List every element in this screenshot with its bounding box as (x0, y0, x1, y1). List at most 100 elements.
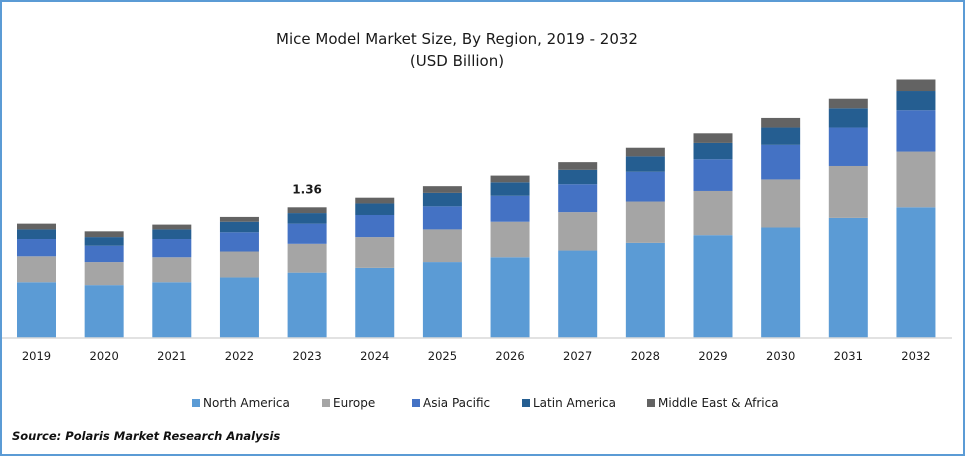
bar-segment-latin-america-2027 (558, 169, 598, 185)
bar-segment-europe-2029 (693, 190, 733, 236)
bar-segment-latin-america-2032 (896, 91, 936, 111)
legend-swatch (522, 399, 530, 407)
bar-segment-asia-pacific-2021 (152, 239, 192, 258)
x-tick-label: 2025 (428, 349, 457, 363)
legend-label: Middle East & Africa (658, 396, 779, 410)
bar-segment-europe-2025 (422, 229, 462, 263)
bar-segment-asia-pacific-2024 (355, 214, 395, 238)
bar-segment-middle-east-africa-2030 (761, 117, 801, 128)
source-note: Source: Polaris Market Research Analysis (12, 429, 281, 443)
bar-segment-latin-america-2023 (287, 213, 327, 224)
bar-segment-north-america-2025 (422, 262, 462, 338)
bar-segment-middle-east-africa-2028 (625, 147, 665, 157)
bar-segment-latin-america-2029 (693, 142, 733, 160)
legend-swatch (192, 399, 200, 407)
bar-segment-middle-east-africa-2031 (828, 98, 868, 109)
x-tick-label: 2031 (834, 349, 863, 363)
x-tick-label: 2023 (292, 349, 321, 363)
bar-segment-middle-east-africa-2019 (17, 223, 56, 230)
bar-segment-north-america-2021 (152, 282, 192, 338)
bar-segment-europe-2023 (287, 243, 327, 273)
bar-segment-north-america-2031 (828, 217, 868, 338)
bar-segment-europe-2024 (355, 237, 395, 268)
bar-segment-asia-pacific-2023 (287, 223, 327, 244)
bar-segment-middle-east-africa-2024 (355, 197, 395, 204)
bar-segment-europe-2031 (828, 165, 868, 218)
bar-segment-middle-east-africa-2020 (84, 231, 124, 238)
chart-subtitle: (USD Billion) (410, 52, 504, 70)
bar-segment-middle-east-africa-2027 (558, 162, 598, 170)
bar-segment-asia-pacific-2028 (625, 171, 665, 202)
x-tick-label: 2030 (766, 349, 795, 363)
bar-segment-europe-2028 (625, 201, 665, 243)
bar-segment-middle-east-africa-2025 (422, 186, 462, 193)
bar-segment-europe-2020 (84, 262, 124, 286)
bar-segment-north-america-2029 (693, 235, 733, 338)
bar-segment-latin-america-2030 (761, 127, 801, 145)
legend-swatch (647, 399, 655, 407)
legend-label: Europe (333, 396, 375, 410)
legend-label: Latin America (533, 396, 616, 410)
bar-segment-middle-east-africa-2029 (693, 133, 733, 143)
bar-segment-asia-pacific-2019 (17, 239, 56, 257)
bar-segment-europe-2022 (219, 251, 259, 278)
bar-segment-north-america-2022 (219, 277, 259, 338)
bar-segment-asia-pacific-2026 (490, 195, 530, 222)
data-label: 1.36 (292, 182, 322, 196)
x-tick-label: 2026 (495, 349, 524, 363)
legend-swatch (322, 399, 330, 407)
bar-segment-middle-east-africa-2032 (896, 79, 936, 92)
legend-item: Asia Pacific (412, 396, 490, 410)
bar-segment-north-america-2020 (84, 285, 124, 338)
bar-segment-middle-east-africa-2026 (490, 175, 530, 183)
bar-segment-asia-pacific-2029 (693, 159, 733, 191)
x-tick-label: 2019 (22, 349, 51, 363)
bar-segment-latin-america-2028 (625, 156, 665, 172)
x-tick-label: 2021 (157, 349, 186, 363)
legend-item: North America (192, 396, 290, 410)
bar-segment-north-america-2019 (17, 282, 56, 338)
bar-segment-asia-pacific-2027 (558, 184, 598, 213)
bar-segment-latin-america-2031 (828, 108, 868, 128)
x-tick-label: 2020 (90, 349, 119, 363)
legend-label: North America (203, 396, 290, 410)
legend-swatch (412, 399, 420, 407)
bar-segment-asia-pacific-2022 (219, 232, 259, 252)
bar-segment-asia-pacific-2025 (422, 206, 462, 230)
bar-segment-latin-america-2020 (84, 237, 124, 246)
x-tick-label: 2032 (901, 349, 930, 363)
bar-segment-asia-pacific-2030 (761, 144, 801, 180)
bar-segment-asia-pacific-2032 (896, 110, 936, 152)
x-tick-label: 2029 (698, 349, 727, 363)
bar-segment-latin-america-2022 (219, 221, 259, 233)
legend-item: Middle East & Africa (647, 396, 779, 410)
bar-segment-europe-2030 (761, 179, 801, 228)
bar-segment-middle-east-africa-2021 (152, 224, 192, 230)
bar-segment-north-america-2030 (761, 227, 801, 338)
bar-segment-north-america-2024 (355, 267, 395, 338)
bar-segment-asia-pacific-2031 (828, 127, 868, 166)
chart-title: Mice Model Market Size, By Region, 2019 … (276, 30, 638, 48)
bar-segment-middle-east-africa-2023 (287, 207, 327, 214)
bar-segment-north-america-2028 (625, 242, 665, 338)
bar-segment-europe-2032 (896, 151, 936, 208)
legend-label: Asia Pacific (423, 396, 490, 410)
x-tick-label: 2022 (225, 349, 254, 363)
bar-segment-latin-america-2026 (490, 182, 530, 196)
bar-segment-europe-2026 (490, 221, 530, 258)
bar-segment-middle-east-africa-2022 (219, 216, 259, 222)
bar-segment-asia-pacific-2020 (84, 245, 124, 263)
bar-segment-north-america-2032 (896, 207, 936, 338)
bar-segment-north-america-2026 (490, 257, 530, 338)
bar-segment-europe-2021 (152, 257, 192, 283)
x-tick-label: 2027 (563, 349, 592, 363)
x-tick-label: 2028 (631, 349, 660, 363)
bar-segment-latin-america-2019 (17, 229, 56, 240)
legend-item: Europe (322, 396, 375, 410)
legend-item: Latin America (522, 396, 616, 410)
bar-segment-latin-america-2021 (152, 229, 192, 240)
bar-segment-north-america-2027 (558, 250, 598, 338)
bar-segment-latin-america-2024 (355, 203, 395, 215)
